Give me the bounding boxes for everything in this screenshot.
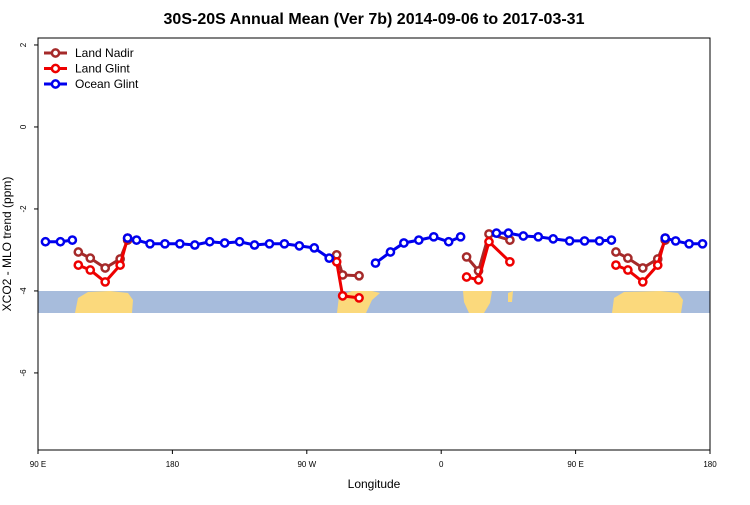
point (85, 253, 96, 263)
point (337, 291, 348, 301)
plot-frame (37, 37, 711, 451)
land (75, 291, 133, 313)
point (249, 240, 260, 250)
chart-title: 30S-20S Annual Mean (Ver 7b) 2014-09-06 … (164, 11, 585, 28)
y-tick-label: 0 (19, 124, 28, 129)
point (204, 236, 215, 247)
point (55, 236, 66, 247)
x-axis-label: Longitude (348, 477, 401, 491)
point (684, 238, 694, 249)
land (508, 291, 513, 302)
point (145, 238, 155, 249)
point (100, 263, 111, 273)
point (85, 265, 96, 275)
point (637, 277, 648, 287)
point (399, 238, 409, 248)
point (309, 243, 320, 253)
point (473, 275, 484, 285)
point (234, 236, 245, 247)
series-line (615, 237, 667, 284)
point (548, 234, 559, 244)
x-tick-label: 180 (703, 460, 717, 469)
point (354, 270, 364, 281)
point (219, 238, 230, 248)
point (413, 235, 424, 245)
point (503, 228, 514, 238)
point (697, 238, 708, 249)
series-line (77, 237, 130, 284)
land (612, 291, 683, 313)
point (461, 272, 472, 282)
point (370, 258, 381, 268)
point (505, 256, 515, 267)
legend-label: Land Nadir (75, 46, 134, 60)
series-line (664, 236, 703, 246)
point (67, 235, 78, 245)
point (484, 229, 494, 239)
series-line (466, 238, 511, 282)
point (40, 236, 51, 247)
y-tick-label: -2 (19, 205, 28, 213)
land (463, 291, 492, 313)
point (189, 240, 200, 250)
legend-marker (50, 79, 61, 89)
y-tick-label: -4 (19, 287, 28, 295)
point (428, 231, 439, 242)
x-tick-label: 90 E (30, 460, 46, 469)
point (611, 260, 621, 270)
legend-label: Ocean Glint (75, 77, 139, 91)
point (279, 238, 290, 249)
point (660, 233, 671, 243)
y-tick-label: 2 (19, 42, 28, 47)
point (518, 231, 529, 241)
ocean-band (38, 291, 710, 313)
x-tick-label: 0 (439, 460, 444, 469)
point (637, 263, 648, 273)
point (606, 235, 617, 245)
point (594, 236, 605, 246)
point (385, 247, 396, 257)
point (175, 238, 185, 249)
legend-label: Land Glint (75, 62, 130, 76)
map-strip (38, 291, 710, 313)
point (455, 231, 466, 242)
point (100, 277, 111, 287)
y-tick-label: -6 (19, 369, 28, 377)
point (579, 236, 590, 246)
point (670, 236, 681, 246)
point (564, 236, 575, 246)
point (623, 253, 633, 263)
point (160, 238, 170, 249)
point (115, 260, 125, 270)
point (443, 236, 454, 247)
legend-marker (50, 48, 61, 58)
legend-marker (50, 63, 61, 74)
point (461, 252, 472, 262)
point (354, 293, 364, 303)
point (623, 265, 633, 275)
point (331, 256, 342, 267)
point (122, 233, 133, 243)
series-line (465, 232, 511, 274)
point (131, 235, 142, 245)
point (491, 228, 502, 238)
point (73, 247, 84, 257)
x-tick-label: 90 E (567, 460, 583, 469)
x-tick-label: 90 W (297, 460, 316, 469)
point (324, 253, 335, 263)
point (484, 236, 494, 247)
x-tick-label: 180 (166, 460, 180, 469)
point (611, 247, 621, 257)
point (264, 238, 275, 249)
point (73, 260, 84, 270)
y-axis-label: XCO2 - MLO trend (ppm) (0, 177, 14, 312)
point (294, 240, 305, 251)
point (533, 231, 544, 242)
point (652, 260, 663, 270)
